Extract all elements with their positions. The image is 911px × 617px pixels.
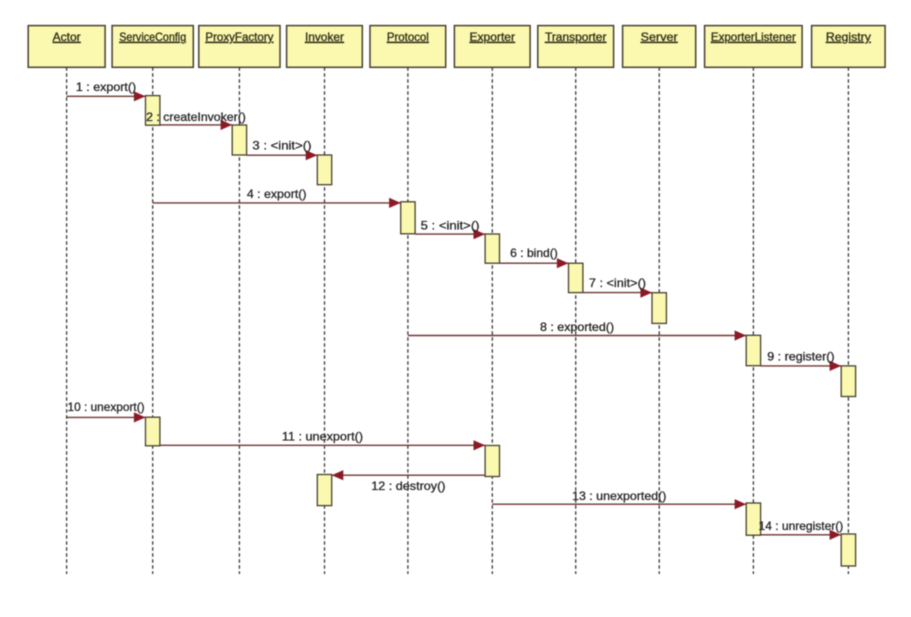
svg-text:Server: Server xyxy=(641,30,678,44)
svg-text:9 : register(): 9 : register() xyxy=(767,350,834,364)
svg-text:Registry: Registry xyxy=(826,30,871,44)
svg-text:ServiceConfig: ServiceConfig xyxy=(119,30,186,44)
svg-text:3 : <init>(): 3 : <init>() xyxy=(252,138,311,152)
svg-text:ProxyFactory: ProxyFactory xyxy=(205,30,273,44)
svg-text:1 : export(): 1 : export() xyxy=(76,80,136,94)
svg-text:Transporter: Transporter xyxy=(545,30,607,44)
svg-text:Invoker: Invoker xyxy=(305,30,344,44)
svg-text:Exporter: Exporter xyxy=(470,30,516,44)
svg-text:5 : <init>(): 5 : <init>() xyxy=(421,218,480,232)
svg-text:10 : unexport(): 10 : unexport() xyxy=(68,400,145,414)
svg-text:6 : bind(): 6 : bind() xyxy=(510,246,558,260)
svg-text:13 : unexported(): 13 : unexported() xyxy=(572,489,666,503)
svg-text:14 : unregister(): 14 : unregister() xyxy=(759,519,844,533)
svg-text:2 : createInvoker(): 2 : createInvoker() xyxy=(146,110,246,124)
svg-text:4 : export(): 4 : export() xyxy=(247,187,307,201)
svg-text:11 : unexport(): 11 : unexport() xyxy=(282,430,363,444)
svg-text:8 : exported(): 8 : exported() xyxy=(540,320,614,334)
svg-text:12 : destroy(): 12 : destroy() xyxy=(371,479,445,493)
svg-text:7 : <init>(): 7 : <init>() xyxy=(589,276,646,290)
svg-text:Protocol: Protocol xyxy=(387,30,429,44)
svg-text:Actor: Actor xyxy=(53,30,81,44)
svg-text:ExporterListener: ExporterListener xyxy=(711,30,796,44)
